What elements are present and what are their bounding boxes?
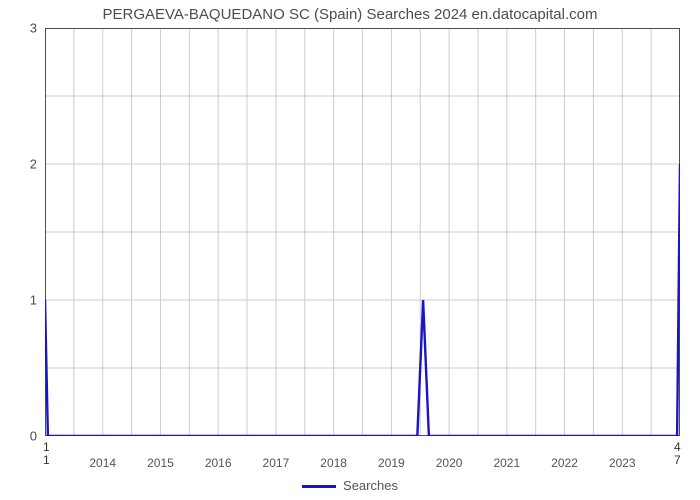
corner-label-right-bottom: 7 <box>674 453 681 467</box>
y-tick-label: 2 <box>30 157 37 172</box>
x-tick-label: 2022 <box>551 456 578 470</box>
legend-label: Searches <box>343 478 398 493</box>
chart-plot-area <box>45 28 680 436</box>
x-tick-label: 2016 <box>205 456 232 470</box>
legend-swatch <box>302 485 336 488</box>
y-tick-label: 1 <box>30 293 37 308</box>
x-tick-label: 2017 <box>263 456 290 470</box>
x-tick-label: 2015 <box>147 456 174 470</box>
x-tick-label: 2020 <box>436 456 463 470</box>
x-tick-label: 2023 <box>609 456 636 470</box>
y-tick-label: 3 <box>30 21 37 36</box>
x-tick-label: 2014 <box>89 456 116 470</box>
chart-title: PERGAEVA-BAQUEDANO SC (Spain) Searches 2… <box>0 6 700 23</box>
x-tick-label: 2019 <box>378 456 405 470</box>
y-tick-label: 0 <box>30 429 37 444</box>
chart-legend: Searches <box>0 478 700 493</box>
x-tick-label: 2021 <box>493 456 520 470</box>
corner-label-right-top: 4 <box>674 440 681 454</box>
corner-label-left-bottom: 1 <box>43 453 50 467</box>
corner-label-left-top: 1 <box>43 440 50 454</box>
x-tick-label: 2018 <box>320 456 347 470</box>
